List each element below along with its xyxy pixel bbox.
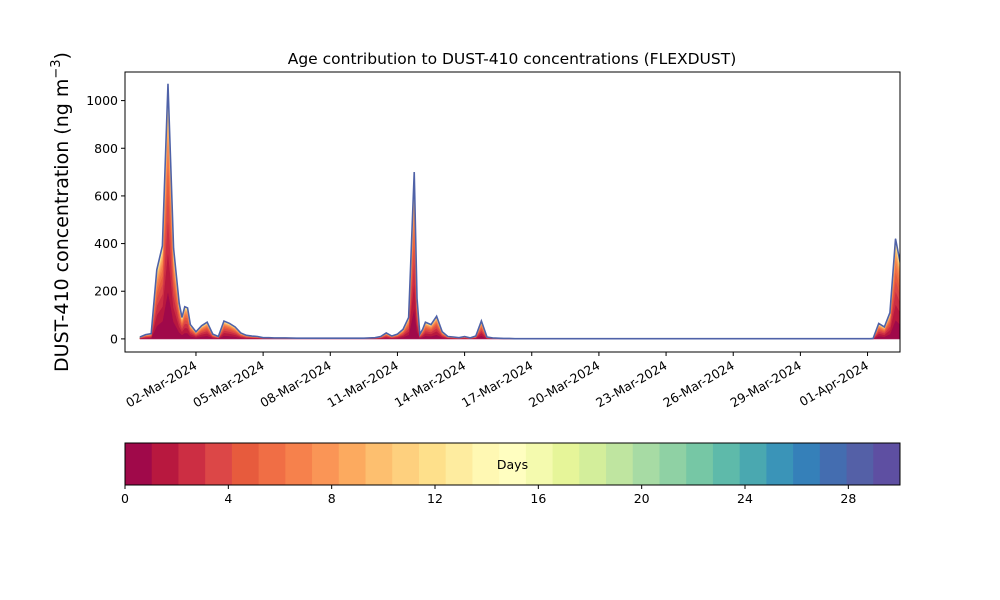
plot-frame (124, 71, 901, 353)
colorbar-tick-label: 4 (224, 491, 232, 506)
colorbar-swatch (819, 443, 848, 485)
age-band-area-15 (139, 85, 900, 339)
age-band-area-7 (139, 120, 900, 339)
age-band-area-28 (139, 83, 900, 339)
age-band-area-3 (139, 188, 900, 340)
colorbar-swatch (338, 443, 367, 485)
y-tick-label: 200 (94, 284, 118, 299)
age-band-area-6 (139, 132, 900, 340)
colorbar-swatch (793, 443, 821, 485)
colorbar-swatch (606, 443, 634, 485)
colorbar-swatch (632, 443, 660, 485)
x-tick-label: 02-Mar-2024 (123, 358, 199, 411)
colorbar-swatch (258, 443, 286, 485)
colorbar-swatch (392, 443, 420, 485)
colorbar-swatch (712, 443, 741, 485)
age-band-area-11 (139, 94, 900, 339)
y-axis-label-close: ) (51, 52, 73, 59)
x-tick-label: 26-Mar-2024 (660, 358, 736, 411)
chart-title: Age contribution to DUST-410 concentrati… (288, 50, 737, 68)
age-band-area-26 (139, 83, 900, 339)
colorbar-swatch (499, 443, 527, 485)
age-band-area-19 (139, 84, 900, 339)
total-concentration-line (139, 83, 900, 340)
colorbar-swatch (846, 443, 874, 485)
colorbar-swatch (125, 443, 153, 485)
colorbar-swatch (365, 443, 393, 485)
age-band-area-18 (139, 84, 900, 339)
y-tick-label: 600 (94, 188, 118, 203)
x-tick-label: 11-Mar-2024 (325, 358, 401, 411)
x-tick-label: 17-Mar-2024 (459, 358, 535, 411)
colorbar-swatch (472, 443, 500, 485)
y-tick-label: 400 (94, 236, 118, 251)
colorbar-tick-label: 28 (840, 491, 856, 506)
age-band-area-21 (139, 83, 900, 339)
age-band-area-10 (139, 98, 900, 339)
y-tick-label: 1000 (86, 93, 118, 108)
colorbar-label: Days (497, 457, 528, 472)
age-band-area-22 (139, 83, 900, 339)
age-band-area-5 (139, 147, 900, 340)
colorbar-tick-label: 8 (328, 491, 336, 506)
colorbar-tick-label: 12 (427, 491, 443, 506)
colorbar: Days 0 4 8 12 16 20 24 28 (121, 442, 901, 506)
colorbar-swatch (766, 443, 794, 485)
main-plot-area (139, 83, 900, 340)
colorbar-tick-label: 0 (121, 491, 129, 506)
colorbar-swatch (659, 443, 687, 485)
age-band-area-8 (139, 111, 900, 339)
age-band-area-1 (139, 249, 900, 340)
x-tick-label: 20-Mar-2024 (526, 358, 602, 411)
colorbar-swatch (445, 443, 473, 485)
colorbar-swatch (873, 443, 901, 485)
colorbar-tick-label: 20 (634, 491, 650, 506)
colorbar-swatch (205, 443, 233, 485)
colorbar-swatch (686, 443, 714, 485)
y-tick-label: 800 (94, 141, 118, 156)
age-band-area-4 (139, 165, 900, 340)
y-axis-label: DUST-410 concentration (ng m−3) (49, 52, 73, 372)
colorbar-swatch (525, 443, 554, 485)
colorbar-tick-label: 16 (530, 491, 546, 506)
colorbar-swatch (231, 443, 260, 485)
colorbar-swatch (739, 443, 767, 485)
x-tick-label: 29-Mar-2024 (728, 358, 804, 411)
age-band-area-0 (139, 290, 900, 340)
y-axis: 0 200 400 600 800 1000 (86, 93, 125, 346)
age-band-area-14 (139, 87, 900, 339)
colorbar-swatch (285, 443, 313, 485)
y-tick-label: 0 (110, 331, 118, 346)
colorbar-swatch (552, 443, 580, 485)
x-tick-label: 08-Mar-2024 (257, 358, 333, 411)
age-band-area-9 (139, 104, 900, 339)
y-axis-label-exponent: −3 (49, 59, 64, 78)
colorbar-swatch (178, 443, 206, 485)
x-tick-label: 23-Mar-2024 (593, 358, 669, 411)
age-band-area-17 (139, 84, 900, 339)
age-band-area-13 (139, 88, 900, 339)
colorbar-swatch (312, 443, 340, 485)
age-band-area-23 (139, 83, 900, 339)
colorbar-frame (124, 442, 901, 486)
y-axis-label-main: DUST-410 concentration (ng m (51, 79, 73, 372)
age-band-area-25 (139, 83, 900, 339)
colorbar-swatch (151, 443, 179, 485)
x-axis: 02-Mar-202405-Mar-202408-Mar-202411-Mar-… (123, 352, 871, 410)
x-tick-label: 01-Apr-2024 (797, 358, 871, 410)
colorbar-tick-label: 24 (737, 491, 753, 506)
colorbar-swatch (418, 443, 447, 485)
age-band-area-2 (139, 216, 900, 340)
age-band-area-20 (139, 84, 900, 339)
age-band-area-24 (139, 83, 900, 339)
age-band-area-27 (139, 83, 900, 339)
age-band-area-16 (139, 85, 900, 339)
colorbar-swatch (579, 443, 607, 485)
x-tick-label: 05-Mar-2024 (190, 358, 266, 411)
x-tick-label: 14-Mar-2024 (392, 358, 468, 411)
age-band-area-12 (139, 91, 900, 339)
